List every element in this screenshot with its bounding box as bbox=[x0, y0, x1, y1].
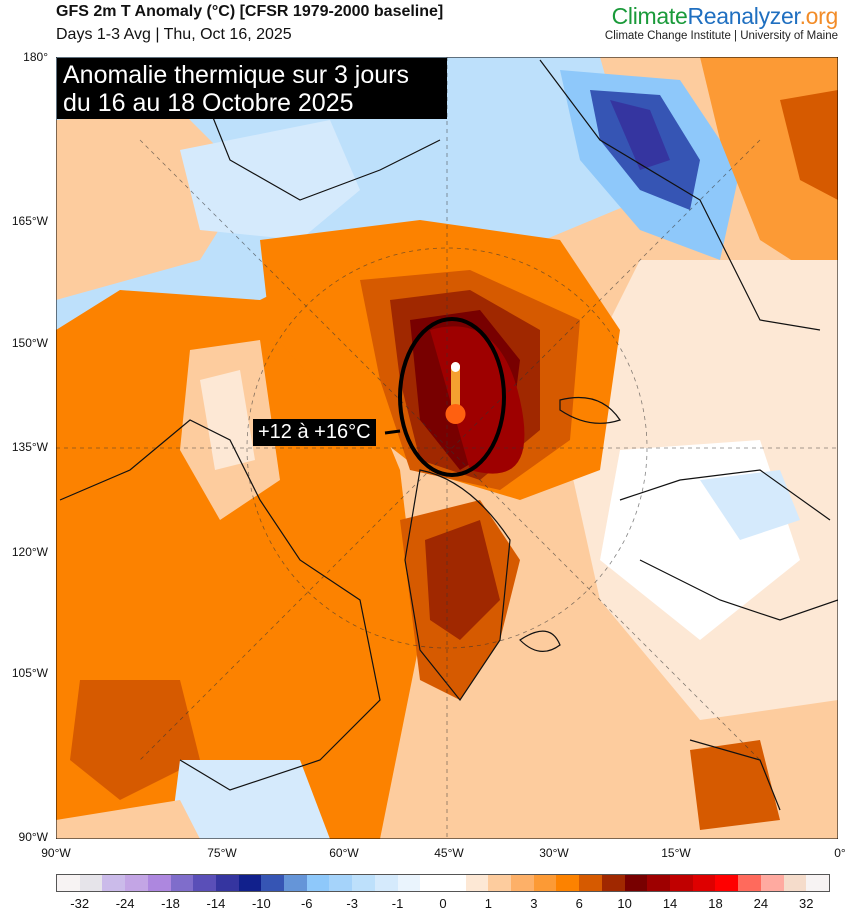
lat-label: 90°W bbox=[18, 830, 48, 844]
colorbar-tick-label: -10 bbox=[251, 896, 271, 911]
anomaly-callout: +12 à +16°C bbox=[253, 419, 376, 446]
map-subtitle: Days 1-3 Avg | Thu, Oct 16, 2025 bbox=[56, 26, 292, 43]
colorbar-swatch bbox=[442, 875, 466, 891]
brand-logo[interactable]: ClimateReanalyzer.org bbox=[611, 3, 839, 30]
colorbar-swatch bbox=[692, 875, 716, 891]
colorbar-swatch bbox=[329, 875, 353, 891]
logo-part: Reanalyzer bbox=[687, 3, 800, 29]
colorbar-swatch bbox=[79, 875, 103, 891]
lat-label: 105°W bbox=[11, 666, 48, 680]
lat-label: 180° bbox=[23, 50, 48, 64]
colorbar-tick-label: 1 bbox=[484, 896, 493, 911]
overlay-title-line2: du 16 au 18 Octobre 2025 bbox=[63, 89, 354, 117]
lon-label: 90°W bbox=[41, 846, 71, 860]
colorbar-tick-label: 24 bbox=[753, 896, 769, 911]
colorbar-swatch bbox=[488, 875, 512, 891]
colorbar-tick-label: 18 bbox=[708, 896, 723, 911]
colorbar-swatch bbox=[215, 875, 239, 891]
lon-label: 30°W bbox=[539, 846, 569, 860]
colorbar-swatch bbox=[533, 875, 557, 891]
colorbar-swatch bbox=[738, 875, 761, 891]
colorbar-swatch bbox=[147, 875, 171, 891]
lon-label: 75°W bbox=[207, 846, 237, 860]
logo-part: Climate bbox=[611, 3, 688, 29]
colorbar-swatch bbox=[238, 875, 262, 891]
colorbar-tick-label: -24 bbox=[115, 896, 135, 911]
colorbar-swatch bbox=[760, 875, 784, 891]
colorbar-swatch bbox=[284, 875, 307, 891]
lon-label: 45°W bbox=[434, 846, 464, 860]
thermometer-icon bbox=[445, 362, 466, 424]
colorbar-tick-label: -18 bbox=[161, 896, 180, 911]
colorbar-swatch bbox=[397, 875, 421, 891]
lat-label: 150°W bbox=[11, 336, 48, 350]
colorbar-tick-label: -32 bbox=[70, 896, 90, 911]
lat-label: 165°W bbox=[11, 214, 48, 228]
colorbar-swatch bbox=[57, 875, 80, 891]
colorbar-tick-label: 0 bbox=[439, 896, 447, 911]
colorbar-tick-label: 10 bbox=[617, 896, 632, 911]
lat-label: 135°W bbox=[11, 440, 48, 454]
colorbar-tick-label: -6 bbox=[300, 896, 313, 911]
colorbar-swatch bbox=[125, 875, 148, 891]
colorbar-swatch bbox=[579, 875, 602, 891]
logo-part: .org bbox=[799, 3, 839, 29]
colorbar-swatch bbox=[306, 875, 330, 891]
colorbar-swatch bbox=[374, 875, 398, 891]
colorbar-swatch bbox=[783, 875, 807, 891]
colorbar-tick-label: -14 bbox=[206, 896, 226, 911]
colorbar-swatch bbox=[170, 875, 194, 891]
colorbar-swatch bbox=[601, 875, 625, 891]
lon-label: 15°W bbox=[661, 846, 691, 860]
colorbar bbox=[56, 874, 830, 892]
colorbar-tick-label: 6 bbox=[575, 896, 583, 911]
colorbar-swatch bbox=[193, 875, 216, 891]
colorbar-tick-label: -3 bbox=[346, 896, 358, 911]
colorbar-tick-label: 3 bbox=[530, 896, 538, 911]
lat-label: 120°W bbox=[11, 545, 48, 559]
brand-tagline: Climate Change Institute | University of… bbox=[604, 30, 838, 42]
colorbar-swatch bbox=[511, 875, 534, 891]
colorbar-swatch bbox=[624, 875, 648, 891]
colorbar-swatch bbox=[420, 875, 443, 891]
overlay-title-line1: Anomalie thermique sur 3 jours bbox=[63, 61, 409, 89]
colorbar-swatch bbox=[806, 875, 829, 891]
colorbar-swatch bbox=[352, 875, 375, 891]
colorbar-swatch bbox=[669, 875, 693, 891]
colorbar-tick-label: 32 bbox=[799, 896, 814, 911]
colorbar-swatch bbox=[715, 875, 739, 891]
colorbar-swatch bbox=[465, 875, 489, 891]
lon-label: 0° bbox=[834, 846, 846, 860]
colorbar-tick-label: -1 bbox=[391, 896, 404, 911]
map-title: GFS 2m T Anomaly (°C) [CFSR 1979-2000 ba… bbox=[56, 3, 444, 20]
colorbar-swatch bbox=[556, 875, 580, 891]
colorbar-swatch bbox=[261, 875, 285, 891]
colorbar-swatch bbox=[102, 875, 126, 891]
colorbar-tick-label: 14 bbox=[662, 896, 678, 911]
lon-label: 60°W bbox=[329, 846, 359, 860]
colorbar-swatch bbox=[647, 875, 670, 891]
temperature-anomaly-map bbox=[56, 57, 838, 839]
overlay-title: Anomalie thermique sur 3 jours du 16 au … bbox=[57, 58, 447, 119]
